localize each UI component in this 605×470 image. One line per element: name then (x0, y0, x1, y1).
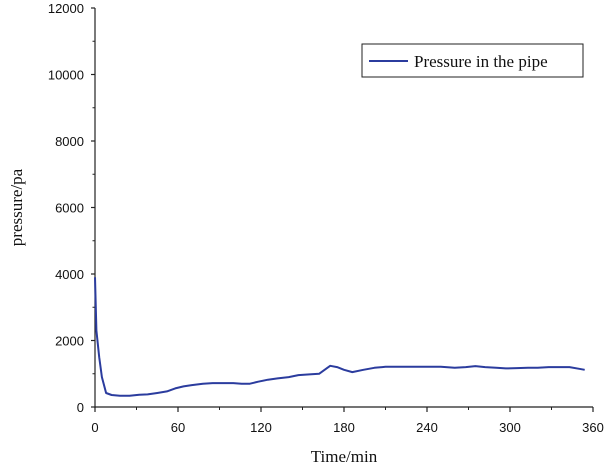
y-tick-label: 10000 (48, 68, 84, 83)
y-axis-title: pressure/pa (7, 168, 26, 246)
x-tick-label: 300 (499, 420, 521, 435)
y-tick-label: 4000 (55, 267, 84, 282)
axis-ticks: 0 2000 4000 6000 8000 10000 12000 0 60 120 180 240 3… (48, 1, 604, 435)
legend: Pressure in the pipe (361, 43, 584, 78)
legend-label: Pressure in the pipe (414, 52, 548, 71)
x-tick-label: 60 (171, 420, 185, 435)
y-tick-label: 8000 (55, 134, 84, 149)
series-line-pressure (94, 277, 585, 397)
x-tick-label: 0 (91, 420, 98, 435)
x-tick-label: 360 (582, 420, 604, 435)
x-tick-label: 120 (250, 420, 272, 435)
x-axis-title: Time/min (311, 447, 378, 466)
y-tick-label: 12000 (48, 1, 84, 16)
y-tick-label: 2000 (55, 334, 84, 349)
series-layer (94, 277, 585, 397)
y-tick-label: 0 (77, 400, 84, 415)
x-tick-label: 180 (333, 420, 355, 435)
x-tick-label: 240 (416, 420, 438, 435)
y-tick-label: 6000 (55, 201, 84, 216)
